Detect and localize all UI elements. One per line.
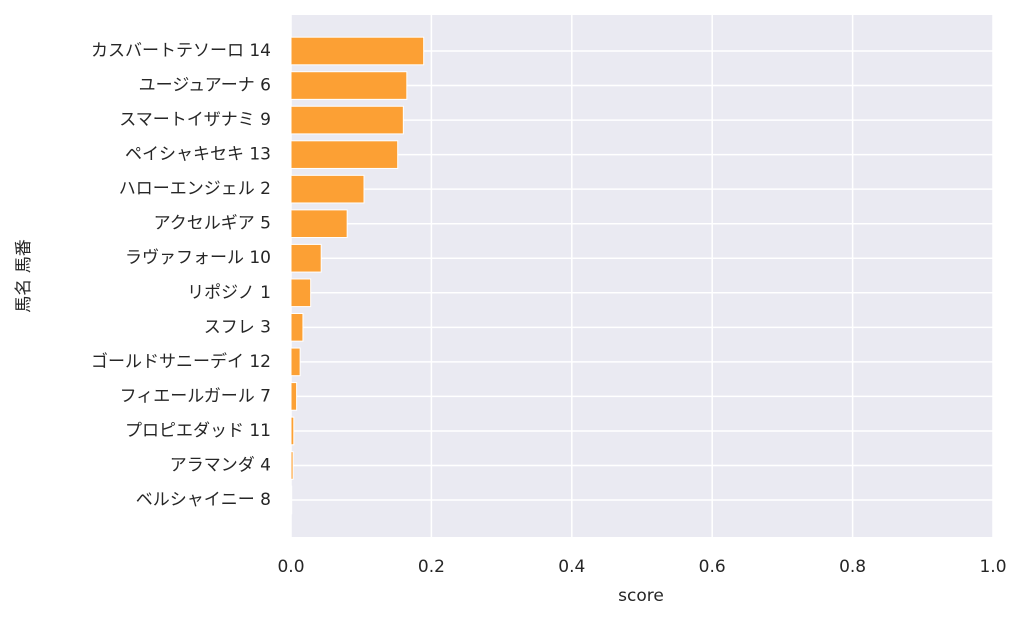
bar (290, 71, 408, 100)
bar (290, 105, 404, 135)
y-tick-label: ゴールドサニーデイ 12 (91, 351, 271, 372)
bar (290, 382, 298, 411)
y-tick-label: カスバートテソーロ 14 (91, 41, 271, 61)
bar (290, 36, 425, 66)
x-tick-label: 0.0 (277, 557, 304, 577)
plot-area (291, 15, 993, 537)
y-tick-label: フィエールガール 7 (120, 386, 271, 406)
y-axis-label: 馬名 馬番 (14, 239, 34, 312)
y-tick-label: リポジノ 1 (187, 283, 271, 303)
y-tick-label: アクセルギア 5 (154, 214, 271, 234)
bar (290, 416, 295, 446)
bar (290, 485, 293, 515)
bar (290, 209, 348, 239)
y-tick-label: プロピエダッド 11 (125, 421, 271, 441)
bar (290, 347, 301, 377)
y-tick-label: ペイシャキセキ 13 (125, 145, 271, 165)
y-tick-label: アラマンダ 4 (170, 455, 271, 475)
y-tick-label: ラヴァフォール 10 (125, 248, 271, 268)
x-tick-label: 0.8 (839, 557, 866, 577)
x-tick-label: 0.2 (418, 557, 445, 577)
x-tick-label: 0.6 (699, 557, 726, 577)
bar (290, 174, 365, 204)
bar (290, 140, 399, 169)
x-tick-label: 0.4 (558, 557, 585, 577)
x-tick-label: 1.0 (979, 557, 1006, 577)
bar (290, 278, 312, 308)
y-tick-label: ベルシャイニー 8 (136, 490, 271, 510)
y-tick-label: ハローエンジェル 2 (119, 179, 271, 199)
x-axis-label: score (618, 586, 664, 606)
y-tick-label: スフレ 3 (204, 317, 271, 337)
bar (290, 313, 304, 342)
bar (290, 451, 294, 480)
bar (290, 243, 322, 273)
y-tick-label: ユージュアーナ 6 (139, 76, 271, 96)
y-tick-label: スマートイザナミ 9 (119, 110, 271, 130)
